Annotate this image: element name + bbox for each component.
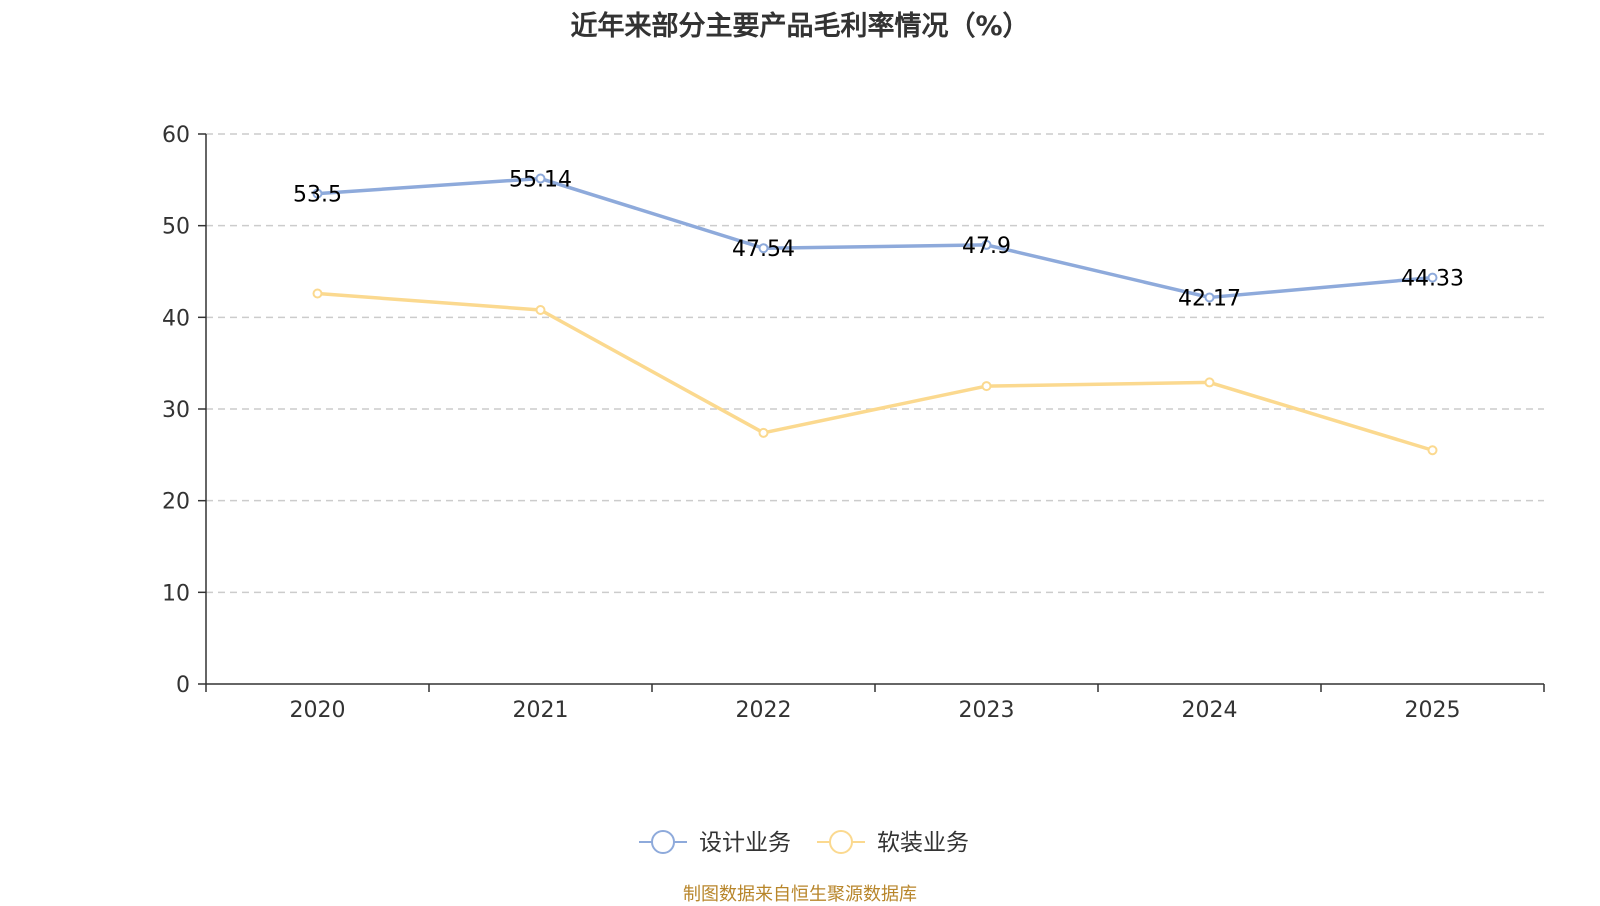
y-tick-label: 60 xyxy=(162,123,190,148)
data-label: 55.14 xyxy=(509,168,572,193)
y-tick-label: 40 xyxy=(162,306,190,331)
data-label: 47.54 xyxy=(732,237,795,262)
data-label: 53.5 xyxy=(293,183,342,208)
legend-marker xyxy=(651,830,675,854)
legend-marker xyxy=(829,830,853,854)
data-point xyxy=(535,173,546,184)
x-tick-label: 2021 xyxy=(513,698,569,723)
data-point xyxy=(981,381,992,392)
y-tick-label: 30 xyxy=(162,398,190,423)
legend: 设计业务 软装业务 xyxy=(639,830,969,856)
data-point xyxy=(535,305,546,315)
chart-title: 近年来部分主要产品毛利率情况（%） xyxy=(570,11,1030,42)
grid-layer xyxy=(206,133,1544,594)
y-tick-label: 20 xyxy=(162,490,190,515)
series-line-1 xyxy=(315,176,1435,300)
data-point xyxy=(981,239,992,250)
data-point xyxy=(758,243,769,254)
data-point xyxy=(312,188,323,199)
data-point xyxy=(758,427,769,438)
series-layer xyxy=(312,173,1438,456)
data-point xyxy=(1204,292,1215,303)
data-point xyxy=(1427,272,1438,283)
data-label-layer: 53.5 55.14 47.54 47.9 42.17 44.33 xyxy=(293,168,1464,312)
legend-label: 设计业务 xyxy=(699,830,791,856)
source-note: 制图数据来自恒生聚源数据库 xyxy=(683,884,917,905)
series-line-2 xyxy=(315,291,1435,452)
legend-label: 软装业务 xyxy=(877,830,969,856)
data-point xyxy=(1204,377,1215,388)
y-tick-label: 10 xyxy=(162,581,190,606)
y-tick-label: 0 xyxy=(176,673,190,698)
data-point xyxy=(312,288,323,299)
x-tick-label: 2025 xyxy=(1405,698,1461,723)
x-tick-label: 2020 xyxy=(290,698,346,723)
data-point xyxy=(1427,445,1438,456)
y-tick-label: 50 xyxy=(162,215,190,240)
data-label: 47.9 xyxy=(962,234,1011,259)
x-tick-label: 2024 xyxy=(1182,698,1238,723)
data-label: 42.17 xyxy=(1178,286,1241,311)
axis-layer: 0 10 20 30 40 50 60 2020 2021 2022 2023 2024 2025 xyxy=(162,123,1545,723)
data-label: 44.33 xyxy=(1401,267,1464,292)
x-tick-label: 2022 xyxy=(736,698,792,723)
x-tick-label: 2023 xyxy=(959,698,1015,723)
